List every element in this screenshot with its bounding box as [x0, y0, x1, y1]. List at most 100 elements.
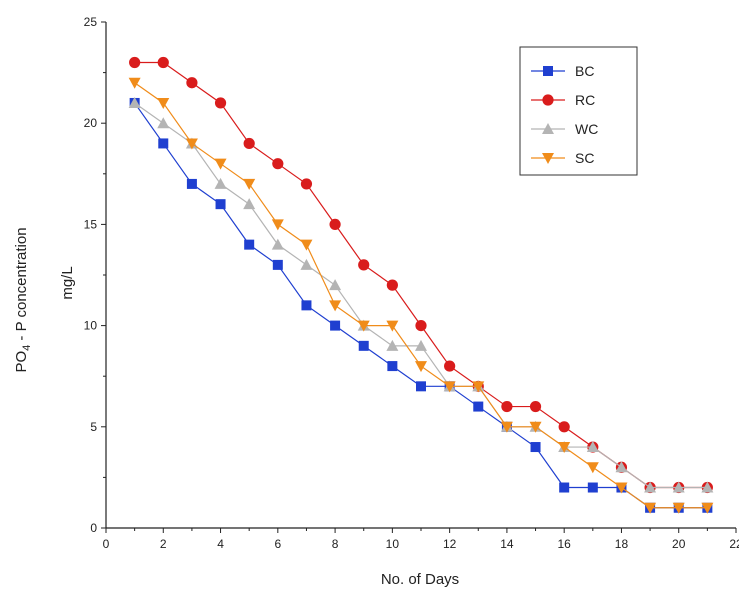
legend-marker-wc [542, 123, 554, 134]
data-point-sc [415, 361, 427, 373]
data-point-rc [272, 158, 284, 170]
data-point-sc [185, 138, 198, 150]
data-point-rc [300, 178, 313, 190]
data-point-sc [644, 502, 657, 514]
data-point-wc [243, 198, 256, 210]
data-point-sc [529, 421, 542, 433]
data-point-wc [128, 96, 141, 108]
axes [101, 21, 737, 533]
data-point-sc [701, 502, 714, 514]
data-point-wc [672, 481, 685, 493]
data-point-bc [186, 178, 197, 189]
data-point-sc [329, 300, 342, 312]
data-point-wc [415, 339, 427, 351]
data-point-rc [157, 56, 169, 69]
y-tick-label: 20 [84, 116, 98, 130]
data-point-rc [415, 320, 427, 332]
data-point-wc [157, 117, 170, 129]
data-point-sc [271, 219, 284, 231]
data-point-bc [244, 239, 255, 250]
legend-box [519, 46, 638, 176]
data-point-sc [472, 381, 485, 393]
data-point-sc [243, 178, 256, 190]
data-point-rc [129, 56, 141, 69]
y-tick-label: 25 [84, 15, 98, 29]
series-wc [128, 96, 714, 493]
data-point-rc [214, 97, 227, 109]
data-point-bc [587, 482, 598, 493]
y-axis-title: PO4 - P concentration [13, 227, 33, 372]
legend-label-bc: BC [575, 63, 594, 79]
x-tick-label: 12 [443, 537, 457, 551]
data-point-sc [615, 482, 628, 494]
x-axis-title: No. of Days [381, 571, 459, 588]
data-point-bc [358, 340, 369, 351]
data-point-wc [644, 481, 657, 493]
data-point-bc [530, 442, 541, 453]
data-point-rc [501, 400, 513, 413]
data-point-sc [214, 158, 227, 170]
data-point-rc [558, 421, 570, 433]
data-point-wc [615, 461, 628, 473]
legend: BC RC WC SC [519, 46, 638, 176]
y-axis-title-subscript: 4 [21, 345, 33, 351]
data-point-bc [387, 361, 398, 372]
data-point-bc [473, 401, 484, 412]
series-group [128, 56, 714, 514]
legend-label-wc: WC [575, 121, 598, 137]
data-point-wc [271, 238, 284, 250]
data-point-sc [357, 320, 370, 332]
data-point-bc [301, 300, 312, 311]
series-sc [128, 77, 714, 514]
x-tick-label: 2 [160, 537, 167, 551]
data-point-wc [214, 177, 227, 189]
y-tick-label: 10 [84, 319, 98, 333]
y-axis-title-main: PO [13, 351, 30, 373]
data-point-bc [158, 138, 169, 149]
data-point-bc [416, 381, 426, 392]
x-tick-label: 10 [386, 537, 400, 551]
data-point-sc [300, 239, 313, 251]
data-point-sc [157, 97, 170, 109]
data-point-rc [358, 259, 370, 271]
legend-marker-sc [542, 153, 554, 164]
y-axis-unit: mg/L [59, 266, 76, 299]
x-tick-label: 4 [217, 537, 224, 551]
data-point-sc [500, 421, 513, 433]
y-tick-label: 0 [90, 521, 97, 535]
data-point-sc [386, 320, 399, 332]
data-point-wc [701, 481, 714, 493]
legend-marker-bc [543, 66, 553, 76]
x-tick-label: 20 [672, 537, 686, 551]
data-point-bc [559, 482, 570, 493]
y-tick-label: 5 [90, 420, 97, 434]
data-point-wc [300, 258, 313, 270]
data-point-sc [443, 381, 456, 393]
x-tick-label: 0 [103, 537, 110, 551]
tick-labels: 0 2 4 6 8 10 12 14 16 18 20 22 0 5 10 15 20 25 [84, 15, 739, 551]
x-tick-label: 16 [558, 537, 572, 551]
x-tick-label: 22 [729, 537, 739, 551]
data-point-rc [186, 77, 198, 89]
data-point-sc [128, 77, 141, 89]
data-point-sc [586, 462, 599, 474]
data-point-rc [529, 400, 542, 413]
data-point-bc [330, 320, 341, 331]
x-tick-label: 18 [615, 537, 629, 551]
data-point-rc [386, 279, 398, 291]
data-point-sc [672, 502, 685, 514]
data-point-wc [586, 441, 599, 453]
x-tick-label: 14 [500, 537, 514, 551]
data-point-bc [215, 199, 226, 210]
legend-marker-rc [542, 94, 554, 106]
data-point-rc [243, 137, 255, 150]
data-point-rc [444, 360, 456, 372]
x-tick-label: 6 [274, 537, 281, 551]
y-tick-label: 15 [84, 217, 98, 231]
data-point-wc [386, 339, 399, 351]
data-point-bc [272, 259, 283, 270]
legend-label-sc: SC [575, 150, 594, 166]
data-point-rc [329, 218, 341, 230]
legend-label-rc: RC [575, 92, 595, 108]
